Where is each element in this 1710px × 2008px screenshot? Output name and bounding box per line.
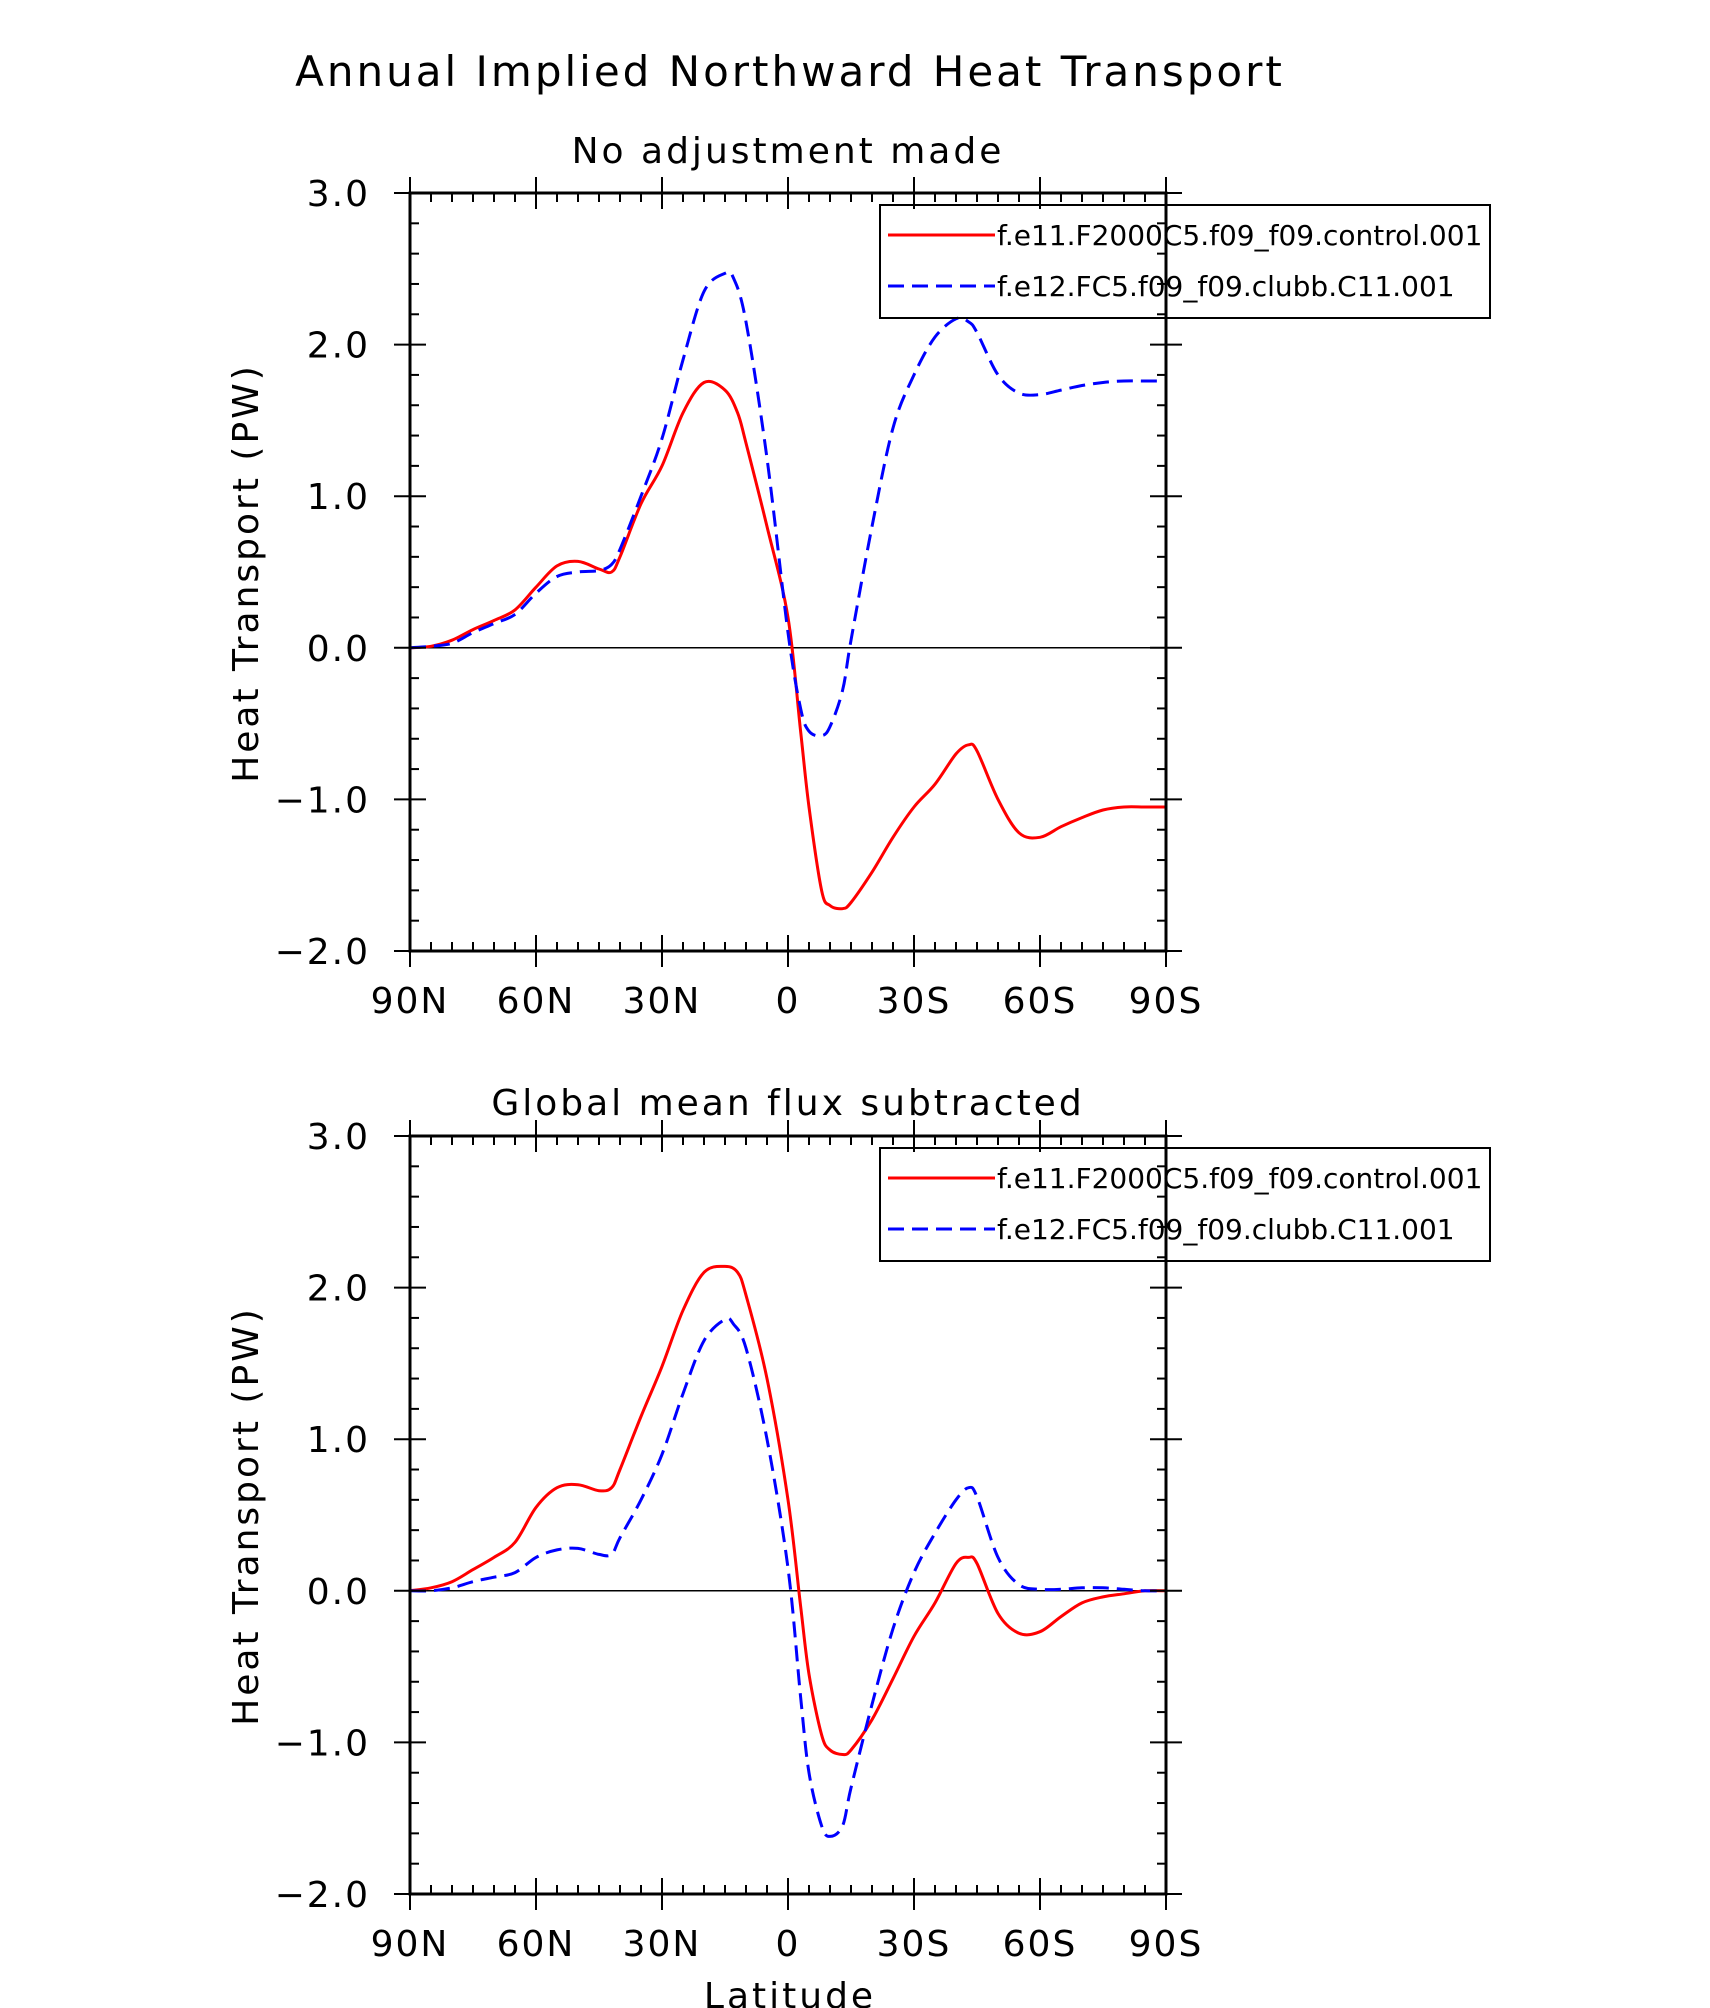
panel-title: No adjustment made <box>572 131 1005 172</box>
y-tick-label: 3.0 <box>307 1117 370 1158</box>
x-tick-label: 30S <box>877 981 952 1022</box>
y-axis-label: Heat Transport (PW) <box>226 1306 267 1726</box>
axes-layer: 90N 60N 30N 0 30S 60S 90S −2.0 −1.0 0.0 1.0 2.0 3.0 <box>275 174 1204 1022</box>
x-tick-label: 60N <box>497 1924 576 1965</box>
x-tick-label: 30N <box>623 981 702 1022</box>
legend-box <box>879 204 1491 319</box>
x-tick-label: 0 <box>776 981 801 1022</box>
series-line-clubb <box>409 270 1166 738</box>
x-tick-label: 90N <box>371 1924 450 1965</box>
panel-title: Global mean flux subtracted <box>491 1083 1084 1124</box>
legend-box <box>879 1147 1491 1262</box>
x-tick-label: 90S <box>1129 1924 1204 1965</box>
x-tick-label: 60S <box>1003 1924 1078 1965</box>
series-layer <box>409 270 1166 911</box>
y-tick-label: 1.0 <box>307 477 370 518</box>
chart-panel-no-adjustment: No adjustment made Heat Transport (PW) 9… <box>226 131 1491 1022</box>
series-line-control <box>409 1264 1167 1757</box>
series-layer <box>409 1264 1167 1838</box>
x-tick-label: 30S <box>877 1924 952 1965</box>
x-tick-label: 60S <box>1003 981 1078 1022</box>
figure-title: Annual Implied Northward Heat Transport <box>295 47 1285 96</box>
x-tick-label: 90N <box>371 981 450 1022</box>
x-tick-label: 60N <box>497 981 576 1022</box>
x-tick-label: 30N <box>623 1924 702 1965</box>
legend: f.e11.F2000C5.f09_f09.control.001 f.e12.F… <box>879 1147 1491 1262</box>
chart-panel-global-mean-subtracted: Global mean flux subtracted Heat Transpo… <box>226 1083 1491 2008</box>
y-tick-label: 1.0 <box>307 1420 370 1461</box>
y-tick-label: 3.0 <box>307 174 370 215</box>
series-line-clubb <box>409 1316 1167 1838</box>
y-tick-label: −2.0 <box>275 1875 370 1916</box>
y-tick-label: −1.0 <box>275 1723 370 1764</box>
legend-label: f.e11.F2000C5.f09_f09.control.001 <box>997 1162 1482 1195</box>
y-tick-label: 2.0 <box>307 326 370 367</box>
x-tick-label: 90S <box>1129 981 1204 1022</box>
series-line-control <box>409 379 1166 911</box>
legend: f.e11.F2000C5.f09_f09.control.001 f.e12.F… <box>879 204 1491 319</box>
legend-label: f.e12.FC5.f09_f09.clubb.C11.001 <box>997 1213 1455 1246</box>
axes-layer: 90N 60N 30N 0 30S 60S 90S −2.0 −1.0 0.0 1.0 2.0 3.0 <box>275 1117 1204 1965</box>
legend-label: f.e12.FC5.f09_f09.clubb.C11.001 <box>997 270 1455 303</box>
x-axis-label: Latitude <box>704 1976 876 2008</box>
x-tick-label: 0 <box>776 1924 801 1965</box>
y-tick-label: 0.0 <box>307 629 370 670</box>
y-tick-label: −1.0 <box>275 780 370 821</box>
legend-label: f.e11.F2000C5.f09_f09.control.001 <box>997 219 1482 252</box>
y-tick-label: 0.0 <box>307 1572 370 1613</box>
y-axis-label: Heat Transport (PW) <box>226 363 267 783</box>
y-tick-label: −2.0 <box>275 932 370 973</box>
y-tick-label: 2.0 <box>307 1269 370 1310</box>
